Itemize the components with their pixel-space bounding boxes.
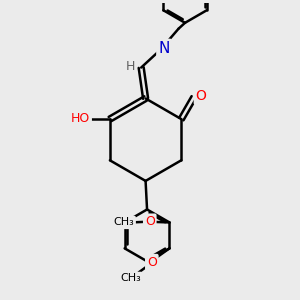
Text: N: N — [158, 41, 170, 56]
Text: O: O — [196, 89, 207, 103]
Text: O: O — [145, 215, 155, 228]
Text: O: O — [147, 256, 157, 269]
Text: HO: HO — [71, 112, 90, 125]
Text: CH₃: CH₃ — [113, 218, 134, 227]
Text: CH₃: CH₃ — [120, 273, 141, 284]
Text: H: H — [125, 60, 135, 73]
